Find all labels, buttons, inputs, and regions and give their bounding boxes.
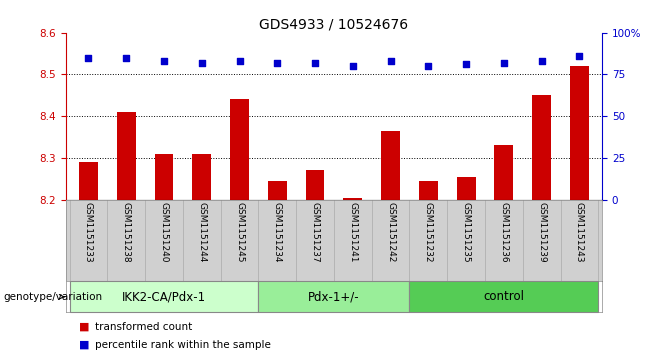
Point [347,63,358,69]
Bar [570,66,589,200]
Point [83,55,93,61]
Text: GSM1151242: GSM1151242 [386,202,395,262]
Text: GSM1151245: GSM1151245 [235,202,244,262]
Point [159,58,169,64]
Text: GSM1151234: GSM1151234 [273,202,282,262]
Bar [343,197,363,200]
Bar [155,154,174,200]
Text: GSM1151241: GSM1151241 [348,202,357,262]
Bar [419,181,438,200]
Point [536,58,547,64]
Text: GSM1151243: GSM1151243 [575,202,584,262]
Text: GSM1151238: GSM1151238 [122,202,131,263]
Point [461,61,471,67]
Bar [192,154,211,200]
Bar [305,170,324,200]
Bar [259,281,409,312]
Title: GDS4933 / 10524676: GDS4933 / 10524676 [259,17,409,32]
Point [272,60,282,66]
Text: GSM1151237: GSM1151237 [311,202,320,263]
Text: GSM1151232: GSM1151232 [424,202,433,262]
Text: GSM1151244: GSM1151244 [197,202,206,262]
Bar [230,99,249,200]
Text: Pdx-1+/-: Pdx-1+/- [308,290,360,303]
Text: GSM1151240: GSM1151240 [159,202,168,262]
Bar [494,145,513,200]
Point [499,60,509,66]
Text: IKK2-CA/Pdx-1: IKK2-CA/Pdx-1 [122,290,206,303]
Text: ■: ■ [79,339,89,350]
Point [310,60,320,66]
Text: genotype/variation: genotype/variation [3,292,103,302]
Text: percentile rank within the sample: percentile rank within the sample [95,339,271,350]
FancyArrowPatch shape [59,294,64,299]
Point [386,58,396,64]
Text: GSM1151235: GSM1151235 [462,202,470,263]
Bar [70,281,259,312]
Bar [116,112,136,200]
Bar [409,281,598,312]
Point [423,63,434,69]
Text: transformed count: transformed count [95,322,193,332]
Point [234,58,245,64]
Bar [381,131,400,200]
Point [121,55,132,61]
Text: GSM1151233: GSM1151233 [84,202,93,263]
Bar [268,181,287,200]
Bar [532,95,551,200]
Bar [457,177,476,200]
Text: GSM1151239: GSM1151239 [537,202,546,263]
Text: GSM1151236: GSM1151236 [499,202,509,263]
Bar [79,162,98,200]
Point [197,60,207,66]
Text: ■: ■ [79,322,89,332]
Point [574,53,585,59]
Text: control: control [484,290,524,303]
